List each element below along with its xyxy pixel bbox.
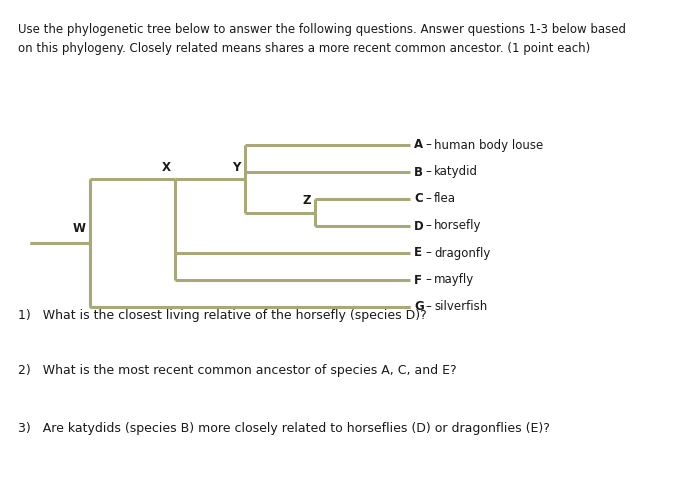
Text: X: X	[162, 161, 171, 174]
Text: Use the phylogenetic tree below to answer the following questions. Answer questi: Use the phylogenetic tree below to answe…	[18, 23, 626, 55]
Text: silverfish: silverfish	[434, 300, 487, 313]
Text: G: G	[414, 300, 424, 313]
Text: –: –	[425, 219, 431, 232]
Text: –: –	[425, 274, 431, 287]
Text: –: –	[425, 192, 431, 205]
Text: human body louse: human body louse	[434, 139, 543, 152]
Text: 1)   What is the closest living relative of the horsefly (species D)?: 1) What is the closest living relative o…	[18, 309, 427, 322]
Text: Z: Z	[302, 194, 311, 207]
Text: A: A	[414, 139, 423, 152]
Text: F: F	[414, 274, 422, 287]
Text: –: –	[425, 247, 431, 260]
Text: B: B	[414, 166, 423, 179]
Text: horsefly: horsefly	[434, 219, 482, 232]
Text: 2)   What is the most recent common ancestor of species A, C, and E?: 2) What is the most recent common ancest…	[18, 364, 456, 377]
Text: mayfly: mayfly	[434, 274, 475, 287]
Text: katydid: katydid	[434, 166, 478, 179]
Text: C: C	[414, 192, 423, 205]
Text: dragonfly: dragonfly	[434, 247, 491, 260]
Text: 3)   Are katydids (species B) more closely related to horseflies (D) or dragonfl: 3) Are katydids (species B) more closely…	[18, 422, 550, 435]
Text: D: D	[414, 219, 424, 232]
Text: –: –	[425, 300, 431, 313]
Text: flea: flea	[434, 192, 456, 205]
Text: Y: Y	[232, 161, 241, 174]
Text: W: W	[73, 222, 86, 235]
Text: E: E	[414, 247, 422, 260]
Text: –: –	[425, 166, 431, 179]
Text: –: –	[425, 139, 431, 152]
